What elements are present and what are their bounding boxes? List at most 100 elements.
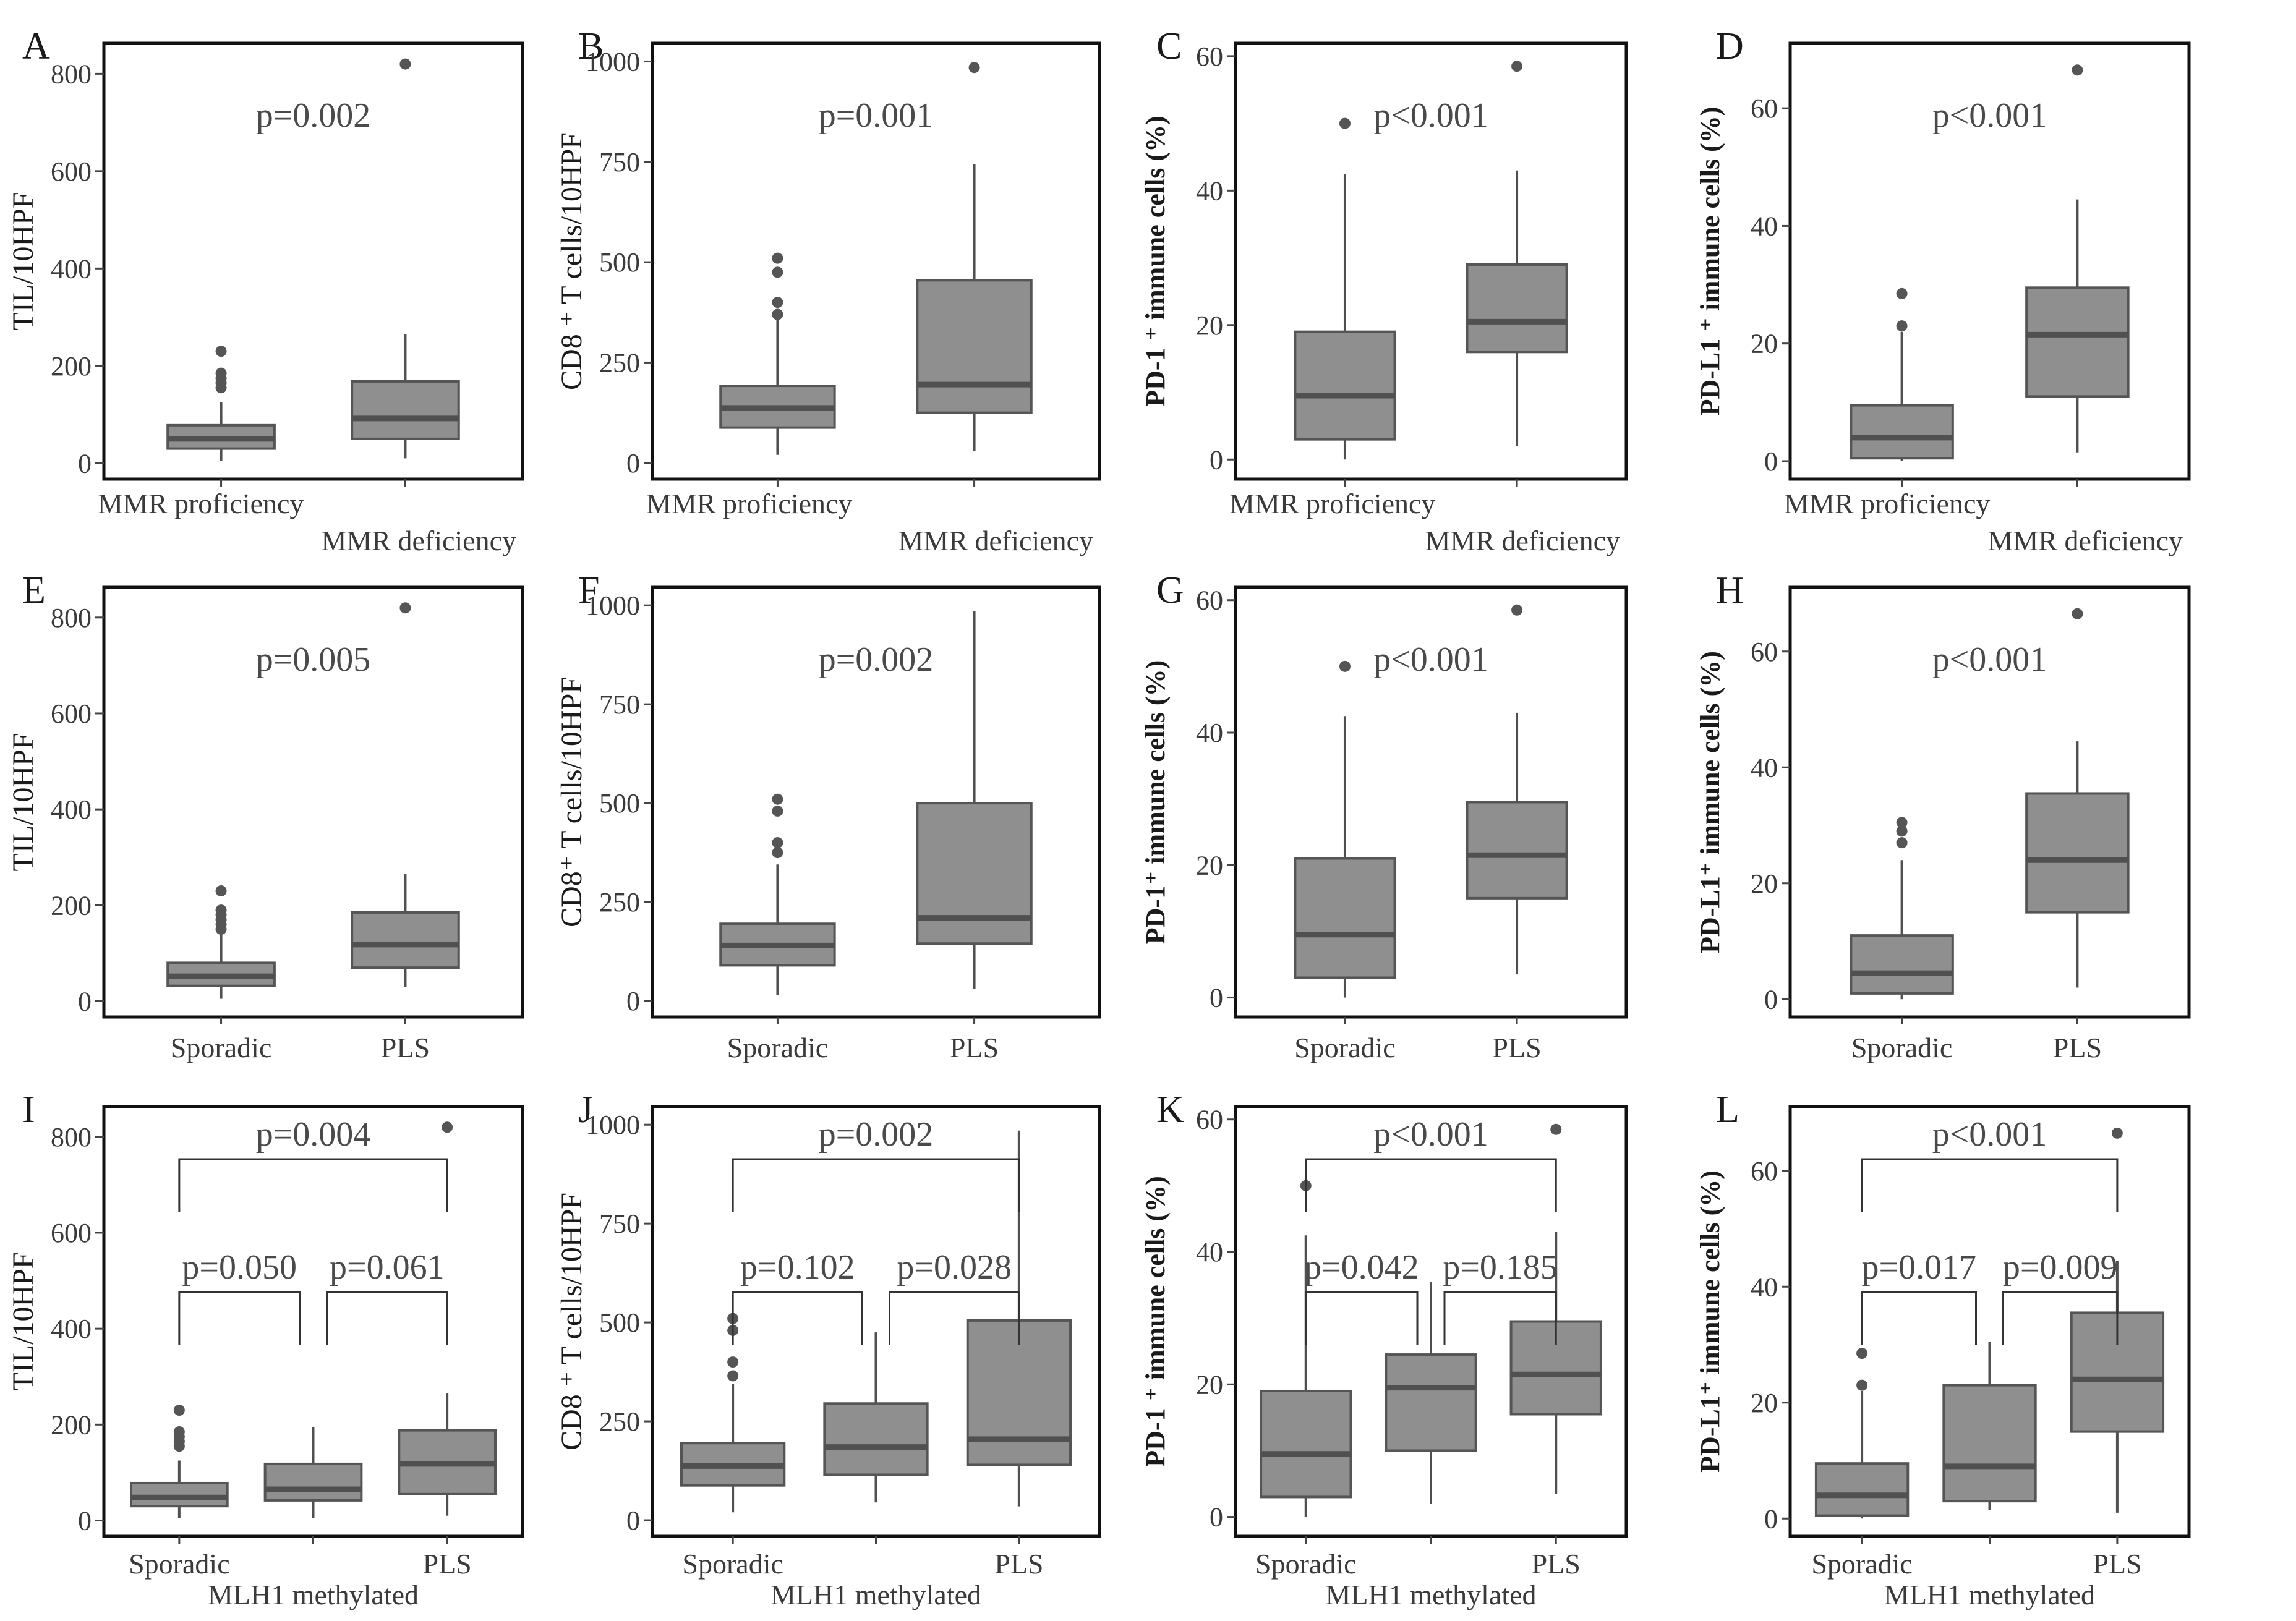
y-tick-label: 250 bbox=[599, 347, 640, 378]
y-tick-label: 0 bbox=[78, 986, 92, 1016]
y-axis-label: PD-1 ⁺ immune cells (%) bbox=[1140, 116, 1171, 406]
x-category-label: MMR proficiency bbox=[1784, 488, 1990, 519]
panel-C: C 0 20 40 60 PD-1 ⁺ immune cells (%) MMR profi… bbox=[1140, 25, 1628, 556]
x-category-label: MMR proficiency bbox=[646, 488, 852, 519]
y-tick-label: 600 bbox=[51, 1218, 92, 1248]
significance-bracket bbox=[1861, 1158, 2119, 1212]
y-tick-label: 0 bbox=[1764, 1504, 1778, 1534]
x-category-label: PLS bbox=[423, 1548, 472, 1580]
y-tick-label: 800 bbox=[51, 603, 92, 633]
outlier-point bbox=[1339, 660, 1351, 672]
x-category-label: MMR proficiency bbox=[1229, 488, 1435, 519]
y-tick-label: 40 bbox=[1751, 1272, 1778, 1302]
y-tick-label: 40 bbox=[1196, 176, 1223, 206]
box bbox=[351, 380, 460, 440]
p-value-label: p=0.001 bbox=[819, 96, 934, 135]
x-category-label: Sporadic bbox=[727, 1032, 829, 1063]
x-category-label: MMR deficiency bbox=[1425, 525, 1620, 556]
p-value-label: p=0.017 bbox=[1862, 1248, 1977, 1287]
box bbox=[130, 1481, 229, 1508]
p-value-label: p=0.002 bbox=[819, 640, 934, 679]
x-category-label: PLS bbox=[1492, 1032, 1541, 1063]
p-value-label: p=0.009 bbox=[2003, 1248, 2118, 1287]
y-tick-label: 60 bbox=[1751, 637, 1778, 667]
panel-letter: E bbox=[22, 569, 46, 611]
x-category-label: PLS bbox=[994, 1548, 1043, 1580]
y-tick-label: 750 bbox=[599, 689, 640, 720]
significance-bracket bbox=[178, 1158, 448, 1212]
outlier-point bbox=[772, 266, 783, 278]
plot-frame bbox=[651, 585, 1101, 1019]
panel-H: H 0 20 40 60 PD-L1⁺ immune cells (%) Sporadic P… bbox=[1695, 569, 2191, 1063]
p-value-label: p<0.001 bbox=[1932, 640, 2047, 679]
y-tick-label: 250 bbox=[599, 1406, 640, 1437]
panel-D: D 0 20 40 60 PD-L1 ⁺ immune cells (%) MMR prof… bbox=[1695, 25, 2191, 556]
y-axis-label: PD-L1⁺ immune cells (%) bbox=[1695, 651, 1725, 953]
group-label: MLH1 methylated bbox=[208, 1579, 419, 1610]
x-category-label: MMR deficiency bbox=[321, 525, 516, 556]
x-category-label: MMR deficiency bbox=[1987, 525, 2183, 556]
plot-frame bbox=[1234, 585, 1628, 1019]
panel-letter: C bbox=[1156, 25, 1182, 67]
outlier-point bbox=[1339, 117, 1351, 129]
y-tick-label: 1000 bbox=[586, 1110, 640, 1140]
y-tick-label: 800 bbox=[51, 1122, 92, 1152]
p-value-label: p=0.004 bbox=[256, 1115, 371, 1154]
outlier-point bbox=[1550, 1123, 1562, 1135]
significance-bracket bbox=[732, 1291, 863, 1345]
y-axis-label: PD-L1 ⁺ immune cells (%) bbox=[1695, 107, 1725, 416]
box bbox=[263, 1462, 363, 1502]
outlier-point bbox=[772, 308, 783, 320]
y-tick-label: 60 bbox=[1751, 1156, 1778, 1186]
y-tick-label: 60 bbox=[1196, 585, 1223, 616]
y-tick-label: 500 bbox=[599, 788, 640, 819]
significance-bracket bbox=[1443, 1291, 1557, 1345]
x-category-label: Sporadic bbox=[129, 1548, 230, 1580]
p-value-label: p<0.001 bbox=[1373, 640, 1488, 679]
y-tick-label: 1000 bbox=[586, 46, 640, 77]
significance-bracket bbox=[1305, 1291, 1419, 1345]
outlier-point bbox=[1856, 1379, 1868, 1391]
significance-bracket bbox=[2002, 1291, 2119, 1345]
y-tick-label: 20 bbox=[1751, 1388, 1778, 1418]
y-tick-label: 40 bbox=[1751, 752, 1778, 783]
box bbox=[916, 279, 1033, 414]
outlier-point bbox=[772, 837, 783, 849]
box bbox=[823, 1402, 929, 1476]
box bbox=[1466, 801, 1568, 900]
y-tick-label: 0 bbox=[78, 1505, 92, 1536]
y-axis-label: CD8 ⁺ T cells/10HPF bbox=[555, 1193, 588, 1450]
p-value-label: p<0.001 bbox=[1373, 96, 1488, 135]
p-value-label: p<0.001 bbox=[1932, 96, 2047, 135]
p-value-label: p=0.185 bbox=[1443, 1248, 1558, 1287]
box bbox=[1814, 1462, 1910, 1517]
x-category-label: Sporadic bbox=[1811, 1548, 1913, 1580]
plot-frame bbox=[1788, 41, 2191, 481]
y-tick-label: 400 bbox=[51, 794, 92, 825]
box bbox=[1850, 934, 1954, 995]
panel-letter: B bbox=[578, 25, 604, 67]
y-tick-label: 0 bbox=[1764, 984, 1778, 1015]
y-tick-label: 800 bbox=[51, 59, 92, 89]
x-category-label: PLS bbox=[2093, 1548, 2141, 1580]
y-tick-label: 500 bbox=[599, 247, 640, 278]
outlier-point bbox=[215, 904, 227, 916]
significance-bracket bbox=[326, 1291, 448, 1345]
outlier-point bbox=[173, 1405, 185, 1416]
y-tick-label: 750 bbox=[599, 147, 640, 177]
outlier-point bbox=[772, 847, 783, 859]
box bbox=[1942, 1384, 2037, 1503]
outlier-point bbox=[442, 1121, 453, 1133]
significance-bracket bbox=[178, 1291, 301, 1345]
y-tick-label: 60 bbox=[1196, 41, 1223, 72]
panel-G: G 0 20 40 60 PD-1⁺ immune cells (%) Sporadic PL… bbox=[1140, 569, 1628, 1063]
outlier-point bbox=[968, 62, 980, 74]
plot-frame bbox=[1788, 585, 2191, 1019]
plot-frame bbox=[102, 41, 524, 481]
y-tick-label: 0 bbox=[1210, 983, 1223, 1013]
x-category-label: Sporadic bbox=[1851, 1032, 1953, 1063]
box bbox=[1294, 330, 1396, 441]
y-tick-label: 20 bbox=[1196, 850, 1223, 880]
outlier-point bbox=[772, 252, 783, 264]
